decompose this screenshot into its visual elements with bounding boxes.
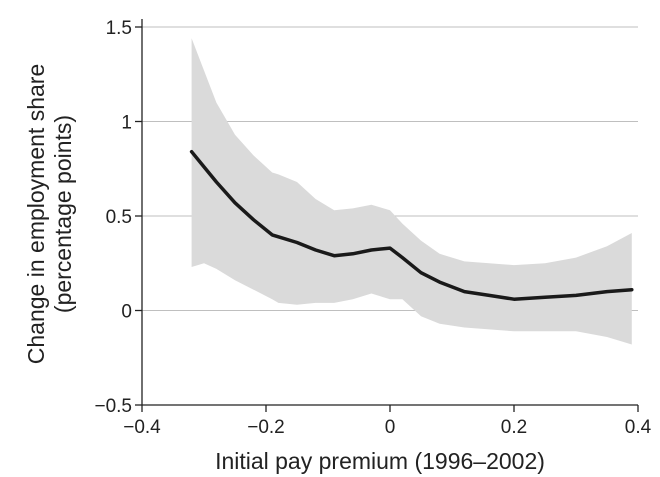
y-tick-label: 0 <box>121 302 132 323</box>
confidence-band <box>191 38 632 345</box>
series-line <box>189 149 634 301</box>
y-tick-label: 1.5 <box>106 18 132 39</box>
y-axis-title-line1: Change in employment share <box>23 64 49 364</box>
x-tick-label: −0.2 <box>247 417 285 438</box>
axes: −0.5 0 0.5 1 1.5 −0.4 −0.2 0 0.2 0.4 <box>94 18 651 438</box>
x-tick-label: −0.4 <box>123 417 161 438</box>
x-axis-title: Initial pay premium (1996–2002) <box>215 448 545 474</box>
y-tick-label: 0.5 <box>106 207 132 228</box>
x-tick-label: 0.4 <box>625 417 652 438</box>
series-layer <box>189 149 634 301</box>
x-tick-label: 0.2 <box>501 417 527 438</box>
x-tick-label: 0 <box>385 417 396 438</box>
y-tick-label: −0.5 <box>94 396 132 417</box>
confidence-band-layer <box>191 38 632 345</box>
y-tick-label: 1 <box>121 113 132 134</box>
y-axis-title-line2: (percentage points) <box>50 115 76 313</box>
